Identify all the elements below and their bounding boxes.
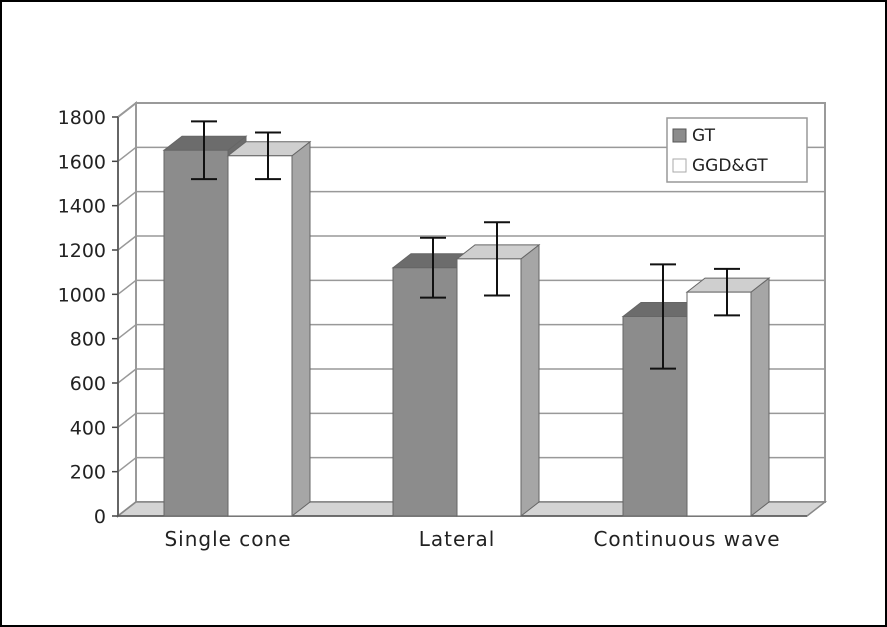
x-tick-label: Single cone (164, 527, 291, 551)
y-tick-label: 800 (70, 329, 106, 351)
bar-front (456, 258, 522, 517)
error-bars (191, 120, 740, 370)
bar-front (163, 149, 229, 517)
gridline-side (117, 324, 137, 340)
gridline-side (117, 191, 137, 207)
bars (162, 135, 771, 518)
y-tick-label: 1400 (58, 196, 106, 218)
error-bar (714, 267, 740, 317)
gridline-side (117, 412, 137, 428)
legend-label-gt: GT (692, 126, 716, 146)
y-tick-label: 1600 (58, 151, 106, 173)
legend-box (666, 117, 808, 183)
error-bar (650, 263, 676, 370)
y-tick-label: 1000 (58, 284, 106, 306)
gridline-side (117, 279, 137, 295)
bar-front (622, 316, 688, 517)
bar-side (520, 243, 540, 518)
y-tick-label: 400 (70, 417, 106, 439)
bar-side (291, 140, 311, 518)
y-tick-label: 0 (94, 506, 106, 528)
gridline-side (117, 235, 137, 251)
legend: GT GGD&GT (666, 117, 808, 183)
y-tick-label: 200 (70, 462, 106, 484)
bar-front (227, 155, 293, 517)
legend-swatch-gt (672, 128, 687, 143)
error-bar (420, 236, 446, 299)
bar-ggdgt-0 (226, 140, 312, 518)
bar-ggdgt-1 (455, 243, 541, 518)
y-tick-label: 1800 (58, 107, 106, 129)
error-bar (191, 120, 217, 181)
error-bar (484, 221, 510, 297)
bar-front (686, 291, 752, 517)
bar-front (392, 267, 458, 517)
legend-label-ggdgt: GGD&GT (692, 156, 768, 176)
legend-swatch-ggdgt (672, 158, 687, 173)
x-tick-label: Continuous wave (593, 527, 780, 551)
gridline-side (117, 146, 137, 162)
gridline-side (117, 368, 137, 384)
x-axis-labels: Single cone Lateral Continuous wave (164, 527, 780, 551)
gridline-side (117, 102, 137, 118)
gridline-side (117, 457, 137, 473)
x-tick-label: Lateral (419, 527, 496, 551)
error-bar (255, 131, 281, 181)
y-tick-label: 600 (70, 373, 106, 395)
left-wall (117, 100, 137, 519)
y-tick-label: 1200 (58, 240, 106, 262)
bar-side (750, 277, 770, 518)
